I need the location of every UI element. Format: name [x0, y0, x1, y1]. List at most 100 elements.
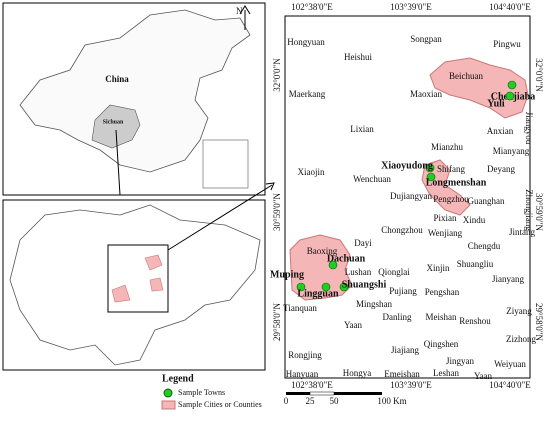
- place-label: Pengzhou: [433, 194, 469, 204]
- china-label: China: [105, 74, 129, 84]
- study-box: [107, 244, 169, 313]
- scale-segment: [286, 392, 310, 395]
- place-label: Chengdu: [468, 241, 501, 251]
- place-label: Xiaojin: [298, 167, 325, 177]
- town-label: Dachuan: [327, 253, 366, 264]
- zoom-arrow: [167, 182, 275, 251]
- town-label: Xiaoyudong: [381, 160, 433, 171]
- study-frame: [284, 15, 531, 379]
- place-label: Maoxian: [410, 89, 442, 99]
- china-outline: [19, 9, 251, 173]
- scale-label: 25: [306, 396, 316, 406]
- place-label: Yaan: [344, 320, 363, 330]
- latitude-label: 30°59'0"N: [272, 193, 282, 231]
- scale-label: 0: [284, 396, 289, 406]
- place-label: Mianzhu: [431, 142, 463, 152]
- place-label: Shuangliu: [457, 259, 494, 269]
- place-label: Dayi: [354, 238, 372, 248]
- sichuan-outline: [9, 204, 261, 366]
- place-label: Zhongjiang: [524, 189, 534, 231]
- place-label: Rongjing: [288, 350, 322, 360]
- latitude-label: 30°59'0"N: [534, 193, 544, 231]
- place-label: Baoxing: [307, 246, 338, 256]
- town-dot: [321, 282, 331, 292]
- latitude-label: 32°0'0"N: [272, 58, 282, 92]
- area-beichuan: [429, 57, 529, 119]
- town-label: Longmenshan: [426, 177, 487, 188]
- scale-label: 100 Km: [377, 396, 406, 406]
- legend-town-symbol: [163, 388, 173, 398]
- sichuan-map: [2, 182, 275, 371]
- place-label: Yaan: [474, 371, 493, 381]
- scale-segment: [334, 392, 382, 395]
- place-label: Lushan: [345, 267, 372, 277]
- town-dot: [426, 172, 436, 182]
- place-label: Danling: [383, 312, 412, 322]
- legend-area-symbol: [161, 400, 176, 410]
- town-label: Muping: [270, 269, 304, 280]
- place-label: Tianquan: [283, 303, 317, 313]
- longitude-label: 104°40'0"E: [489, 380, 531, 390]
- longitude-label: 102°38'0"E: [291, 380, 333, 390]
- place-label: Guanghan: [468, 196, 505, 206]
- place-label: Mingshan: [356, 299, 393, 309]
- legend-title: Legend: [162, 373, 194, 384]
- place-label: Chongzhou: [381, 225, 423, 235]
- china-frame: [2, 2, 266, 196]
- place-label: Jiajiang: [391, 345, 419, 355]
- latitude-label: 29°58'0"N: [534, 303, 544, 341]
- place-label: Zizhong: [506, 334, 536, 344]
- town-label: Shuangshi: [342, 279, 387, 290]
- place-label: Qingshen: [424, 339, 459, 349]
- place-label: Jingyan: [446, 356, 474, 366]
- place-label: Qionglai: [378, 267, 410, 277]
- place-label: Heishui: [344, 52, 372, 62]
- place-label: Hongyuan: [287, 37, 325, 47]
- north-label: N: [236, 6, 243, 16]
- place-label: Renshou: [459, 316, 491, 326]
- place-label: Xinjin: [426, 263, 450, 273]
- longitude-label: 103°39'0"E: [390, 380, 432, 390]
- place-label: Jianyang: [492, 274, 524, 284]
- place-label: Pixian: [433, 213, 457, 223]
- place-label: Maerkang: [289, 89, 326, 99]
- place-label: Deyang: [487, 164, 515, 174]
- place-label: Hongya: [343, 368, 372, 378]
- area-baoxing: [289, 234, 353, 301]
- place-label: Lixian: [350, 124, 374, 134]
- place-label: Mianyang: [493, 146, 530, 156]
- town-dot: [339, 282, 349, 292]
- place-label: Pingwu: [493, 39, 521, 49]
- place-label: Anxian: [487, 126, 514, 136]
- north-arrow: [239, 5, 251, 30]
- place-label: Hanyuan: [286, 369, 319, 379]
- place-label: Weiyuan: [494, 359, 526, 369]
- town-label: Yuli: [487, 98, 505, 109]
- place-label: Jintang: [509, 227, 535, 237]
- sichuan-label: Sichuan: [103, 119, 124, 125]
- longitude-label: 102°38'0"E: [291, 2, 333, 12]
- place-label: Wenchuan: [353, 174, 391, 184]
- longitude-label: 103°39'0"E: [390, 2, 432, 12]
- place-label: Pujiang: [389, 286, 417, 296]
- legend: Legend Sample Towns Sample Cities or Cou…: [161, 373, 262, 410]
- town-dot: [425, 163, 435, 173]
- place-label: Meishan: [426, 312, 457, 322]
- town-dot: [505, 91, 515, 101]
- latitude-label: 32°0'0"N: [534, 58, 544, 92]
- pointer-line: [115, 129, 121, 196]
- inset-box: [202, 139, 249, 189]
- place-label: Pengshan: [425, 287, 460, 297]
- town-label: Lingguan: [297, 288, 339, 299]
- area-pengzhou: [421, 159, 471, 216]
- place-label: Ziyang: [506, 306, 532, 316]
- latitude-label: 29°58'0"N: [272, 303, 282, 341]
- place-label: Emeishan: [384, 369, 420, 379]
- town-dot: [507, 80, 517, 90]
- china-overview: N China Sichuan: [2, 2, 266, 196]
- place-label: Dujiangyan: [390, 191, 432, 201]
- place-label: Xindu: [463, 215, 486, 225]
- sample-areas: [111, 254, 164, 303]
- sichuan-highlight: [91, 104, 141, 149]
